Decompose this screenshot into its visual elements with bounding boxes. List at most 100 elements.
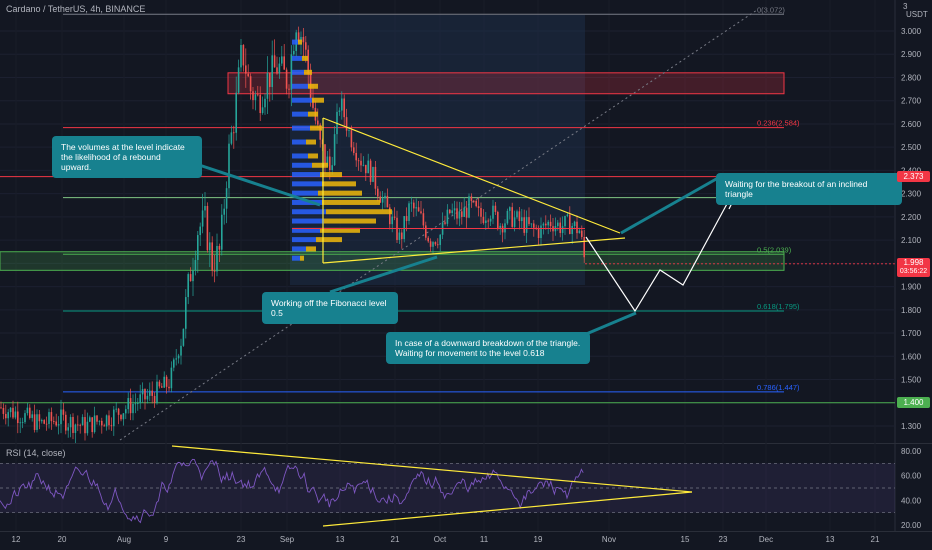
candle-body bbox=[26, 407, 29, 414]
vp-blue bbox=[292, 139, 306, 145]
candle-body bbox=[559, 222, 561, 233]
candle-body bbox=[158, 381, 161, 387]
candle-body bbox=[422, 213, 425, 226]
candle-body bbox=[230, 132, 233, 144]
annotation-volumes[interactable]: The volumes at the level indicate the li… bbox=[52, 136, 202, 178]
candle-body bbox=[259, 94, 261, 114]
annotation-fib-05[interactable]: Working off the Fibonacci level 0.5 bbox=[262, 292, 398, 324]
candle-body bbox=[283, 56, 285, 70]
vp-yellow bbox=[308, 111, 318, 117]
candle-body bbox=[223, 208, 225, 215]
candle-body bbox=[504, 223, 506, 233]
vp-yellow bbox=[320, 172, 342, 178]
candle-body bbox=[96, 415, 98, 422]
candle-body bbox=[581, 230, 583, 237]
vp-yellow bbox=[302, 55, 308, 61]
triangle-lower bbox=[322, 237, 626, 264]
rsi-tick: 60.00 bbox=[901, 472, 922, 481]
vp-blue bbox=[292, 83, 308, 89]
candles bbox=[0, 26, 585, 443]
time-tick: Nov bbox=[602, 535, 616, 544]
candle-body bbox=[473, 200, 475, 202]
candle-body bbox=[432, 242, 434, 247]
candle-body bbox=[139, 394, 141, 404]
vp-blue bbox=[292, 97, 312, 103]
candle-body bbox=[302, 36, 305, 43]
chart-header[interactable]: Cardano / TetherUS, 4h, BINANCE bbox=[6, 4, 146, 14]
candle-body bbox=[576, 221, 578, 234]
candle-body bbox=[345, 117, 348, 131]
vp-blue bbox=[292, 162, 312, 168]
candle-body bbox=[312, 99, 314, 108]
candle-body bbox=[288, 88, 290, 90]
candle-body bbox=[533, 223, 535, 228]
candle-body bbox=[521, 217, 523, 222]
annotation-breakout[interactable]: Waiting for the breakout of an inclined … bbox=[716, 173, 902, 205]
rsi-label[interactable]: RSI (14, close) bbox=[6, 448, 66, 458]
candle-body bbox=[137, 403, 139, 405]
fib-label: 0(3.072) bbox=[757, 5, 785, 14]
candle-body bbox=[53, 421, 55, 422]
candle-body bbox=[525, 217, 528, 233]
candle-body bbox=[144, 388, 146, 400]
rsi-tick: 20.00 bbox=[901, 521, 922, 530]
vp-blue bbox=[292, 55, 302, 61]
candle-body bbox=[511, 207, 513, 227]
candle-body bbox=[24, 413, 26, 423]
candle-body bbox=[410, 202, 413, 204]
vp-yellow bbox=[298, 39, 302, 45]
annotation-breakdown[interactable]: In case of a downward breakdown of the t… bbox=[386, 332, 590, 364]
price-tag-current: 1.998 03:56:22 bbox=[897, 258, 930, 277]
candle-body bbox=[60, 409, 62, 425]
candle-body bbox=[408, 203, 410, 221]
candle-body bbox=[189, 274, 192, 282]
candle-body bbox=[362, 164, 365, 166]
candle-body bbox=[444, 222, 446, 224]
candle-body bbox=[57, 424, 60, 426]
vp-blue bbox=[292, 199, 322, 205]
candle-body bbox=[429, 241, 432, 247]
candle-body bbox=[557, 222, 559, 227]
candle-body bbox=[122, 413, 125, 420]
fib-label: 0.618(1.795) bbox=[757, 302, 800, 311]
vp-yellow bbox=[322, 199, 380, 205]
candle-body bbox=[468, 196, 470, 218]
price-tick: 2.200 bbox=[901, 213, 922, 222]
candle-body bbox=[331, 165, 333, 171]
price-tick: 1.500 bbox=[901, 376, 922, 385]
vp-blue bbox=[292, 237, 316, 243]
vp-yellow bbox=[300, 255, 304, 261]
price-tick: 1.600 bbox=[901, 352, 922, 361]
time-tick: 23 bbox=[719, 535, 728, 544]
candle-body bbox=[365, 164, 367, 174]
candle-body bbox=[45, 423, 48, 425]
candle-body bbox=[501, 225, 504, 233]
candle-body bbox=[398, 232, 401, 240]
candle-body bbox=[233, 132, 235, 134]
price-tick: 2.400 bbox=[901, 166, 922, 175]
candle-body bbox=[530, 223, 533, 225]
time-tick: 19 bbox=[534, 535, 543, 544]
candle-body bbox=[65, 414, 67, 431]
candle-body bbox=[307, 49, 309, 75]
candle-body bbox=[129, 398, 132, 414]
candle-body bbox=[477, 206, 480, 209]
candle-body bbox=[33, 414, 36, 430]
candle-body bbox=[528, 217, 530, 225]
candle-body bbox=[19, 422, 21, 424]
rsi-triangle-upper bbox=[171, 445, 693, 493]
candle-body bbox=[7, 412, 9, 419]
candle-body bbox=[74, 424, 77, 433]
candle-body bbox=[125, 409, 127, 414]
candle-body bbox=[81, 417, 84, 426]
candle-body bbox=[338, 110, 341, 112]
vp-yellow bbox=[310, 125, 322, 131]
candle-body bbox=[245, 65, 247, 74]
candle-body bbox=[177, 355, 180, 359]
candle-body bbox=[180, 345, 182, 356]
volume-profile bbox=[292, 39, 585, 261]
candle-body bbox=[204, 205, 206, 211]
candle-body bbox=[516, 211, 518, 218]
candle-body bbox=[276, 67, 278, 74]
